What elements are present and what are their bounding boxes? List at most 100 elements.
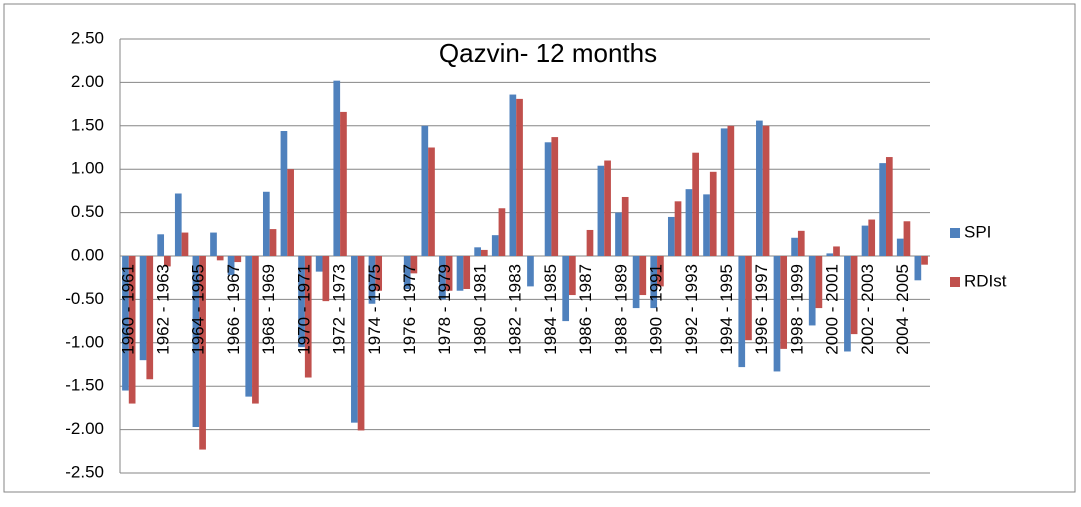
bar <box>868 219 876 256</box>
x-tick-label: 1984 - 1985 <box>541 264 560 355</box>
bar <box>861 225 869 256</box>
bar <box>632 256 640 309</box>
bar <box>896 238 904 256</box>
x-tick-label: 1994 - 1995 <box>717 264 736 355</box>
bar <box>569 256 576 296</box>
x-tick-label: 2000 - 2001 <box>823 264 842 355</box>
bar <box>192 256 200 427</box>
bar <box>157 234 165 256</box>
y-tick-label: 1.50 <box>71 115 104 134</box>
legend-label: RDIst <box>964 271 1007 290</box>
bar <box>657 256 664 287</box>
bar <box>709 171 717 256</box>
x-tick-label: 1986 - 1987 <box>576 264 595 355</box>
x-tick-label: 1964 - 1965 <box>189 264 208 355</box>
bar <box>403 256 411 289</box>
bar <box>756 120 763 256</box>
bar <box>703 194 710 256</box>
bar <box>174 193 182 256</box>
bar <box>621 196 629 256</box>
bar <box>333 80 341 256</box>
bar <box>850 256 858 335</box>
x-tick-label: 1988 - 1989 <box>611 264 630 355</box>
bar <box>738 256 746 368</box>
chart-title: Qazvin- 12 months <box>439 38 657 68</box>
x-tick-label: 2004 - 2005 <box>893 264 912 355</box>
x-tick-label: 1976 - 1977 <box>400 264 419 355</box>
bar <box>439 256 446 300</box>
bar <box>745 256 752 341</box>
bar <box>498 208 506 256</box>
bar <box>357 256 365 431</box>
bar <box>914 256 922 281</box>
y-tick-label: 0.00 <box>71 245 104 264</box>
x-tick-label: 1990 - 1991 <box>647 264 666 355</box>
x-tick-label: 1966 - 1967 <box>224 264 243 355</box>
bar <box>797 230 805 256</box>
y-tick-label: -0.50 <box>65 289 104 308</box>
x-tick-label: 1960 - 1961 <box>118 264 137 355</box>
y-tick-label: -2.00 <box>65 419 104 438</box>
bar <box>463 256 471 289</box>
bar <box>122 256 129 391</box>
bar <box>544 142 552 256</box>
bar <box>252 256 259 404</box>
x-tick-label: 1970 - 1971 <box>294 264 313 355</box>
x-tick-label: 1980 - 1981 <box>470 264 489 355</box>
x-tick-label: 1968 - 1969 <box>259 264 278 355</box>
y-tick-label: 0.50 <box>71 202 104 221</box>
bar <box>456 256 464 291</box>
bar <box>351 256 358 423</box>
x-tick-label: 1992 - 1993 <box>682 264 701 355</box>
bar <box>181 232 189 256</box>
bar <box>815 256 823 309</box>
bar <box>298 256 305 348</box>
y-tick-label: 2.50 <box>71 28 104 47</box>
bar <box>210 232 217 256</box>
bar <box>375 256 383 291</box>
bar <box>368 256 376 304</box>
bar <box>604 160 611 256</box>
bar <box>727 125 735 256</box>
bar <box>146 256 154 380</box>
bar <box>879 163 886 256</box>
x-tick-label: 2002 - 2003 <box>858 264 877 355</box>
x-tick-label: 1996 - 1997 <box>752 264 771 355</box>
bar <box>474 247 481 256</box>
bar <box>509 94 517 256</box>
x-tick-label: 1974 - 1975 <box>365 264 384 355</box>
bar <box>844 256 851 352</box>
bar <box>773 256 781 372</box>
bar <box>527 256 534 287</box>
bar <box>340 111 347 256</box>
bar <box>780 256 788 349</box>
bar <box>262 191 270 256</box>
legend-swatch <box>950 277 960 287</box>
bar <box>650 256 658 309</box>
x-tick-label: 1978 - 1979 <box>435 264 454 355</box>
bar <box>808 256 816 326</box>
y-tick-label: -1.50 <box>65 376 104 395</box>
bar <box>128 256 136 404</box>
bar <box>245 256 253 397</box>
bar <box>480 249 488 256</box>
bar <box>885 157 893 256</box>
bar <box>921 256 928 265</box>
bar <box>227 256 235 276</box>
bar <box>199 256 206 450</box>
bar <box>720 128 728 256</box>
bar <box>562 256 570 322</box>
bar <box>216 256 224 261</box>
bar <box>597 165 605 256</box>
bar <box>685 189 693 256</box>
bar <box>445 256 453 291</box>
y-tick-label: 1.00 <box>71 159 104 178</box>
y-tick-label: 2.00 <box>71 72 104 91</box>
bar <box>826 253 834 256</box>
bar <box>516 98 523 256</box>
legend-swatch <box>950 228 960 238</box>
bar <box>269 229 277 256</box>
bar <box>615 212 622 256</box>
